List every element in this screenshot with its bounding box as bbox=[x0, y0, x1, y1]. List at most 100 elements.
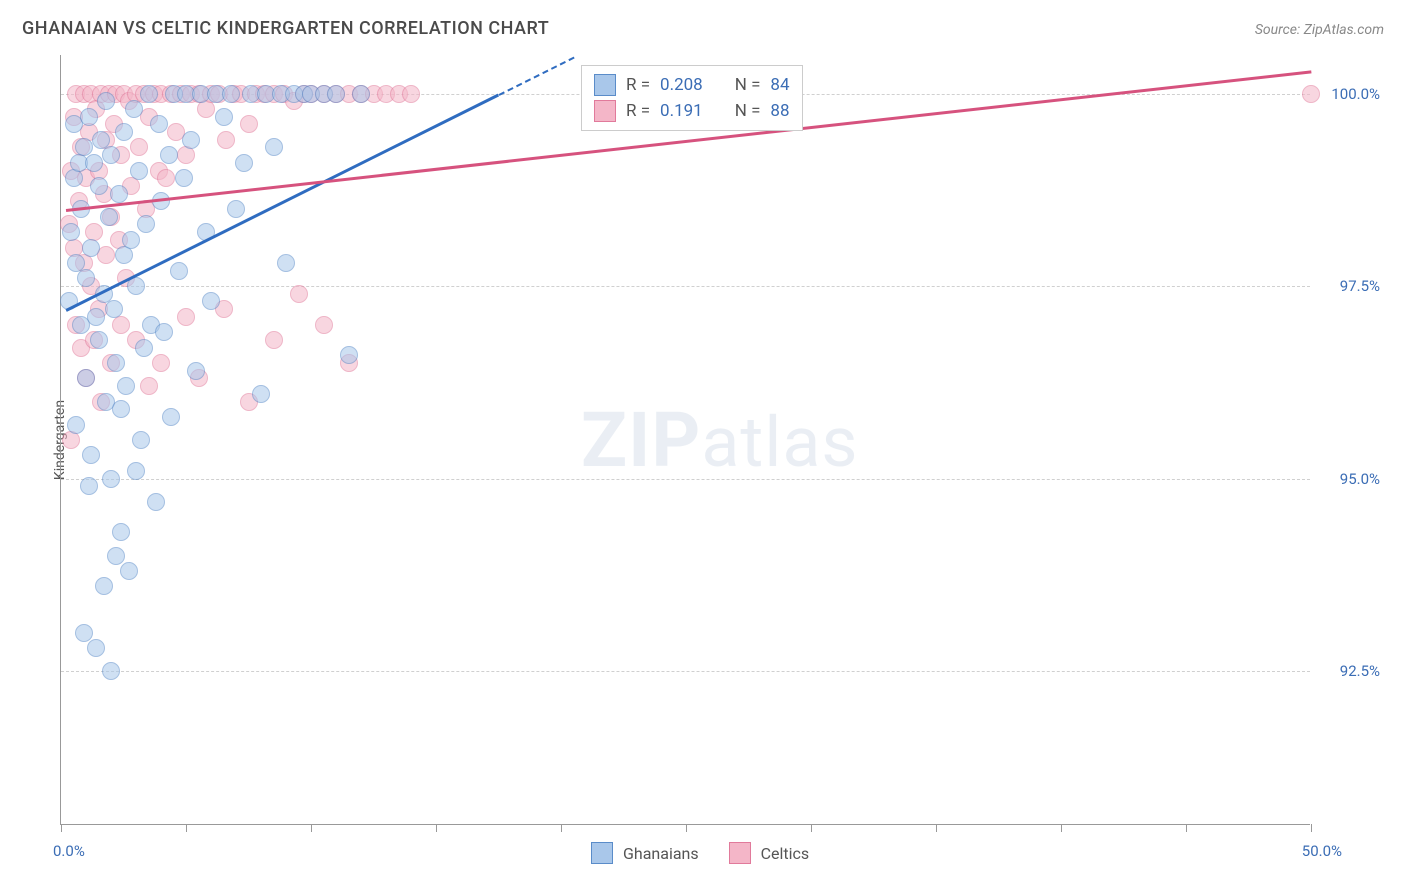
data-point bbox=[217, 131, 235, 149]
data-point bbox=[290, 285, 308, 303]
data-point bbox=[105, 300, 123, 318]
legend-r-label: R = bbox=[626, 101, 650, 121]
plot-region: ZIPatlas 92.5%95.0%97.5%100.0%0.0%50.0%R… bbox=[60, 55, 1310, 825]
stats-legend-row: R = 0.208 N = 84 bbox=[594, 72, 790, 98]
data-point bbox=[75, 624, 93, 642]
x-tick bbox=[1061, 824, 1062, 832]
data-point bbox=[182, 131, 200, 149]
data-point bbox=[87, 639, 105, 657]
gridline-h bbox=[61, 286, 1310, 287]
data-point bbox=[155, 323, 173, 341]
data-point bbox=[130, 138, 148, 156]
legend-swatch bbox=[729, 842, 751, 864]
chart-title: GHANAIAN VS CELTIC KINDERGARTEN CORRELAT… bbox=[22, 18, 549, 39]
legend-n-label: N = bbox=[735, 101, 761, 121]
y-tick-label: 95.0% bbox=[1340, 470, 1380, 488]
data-point bbox=[82, 446, 100, 464]
data-point bbox=[197, 100, 215, 118]
data-point bbox=[277, 254, 295, 272]
x-tick bbox=[811, 824, 812, 832]
legend-r-value: 0.208 bbox=[660, 75, 703, 95]
x-tick bbox=[936, 824, 937, 832]
data-point bbox=[127, 462, 145, 480]
legend-r-label: R = bbox=[626, 75, 650, 95]
y-tick-label: 92.5% bbox=[1340, 662, 1380, 680]
data-point bbox=[140, 85, 158, 103]
watermark: ZIPatlas bbox=[581, 395, 859, 485]
data-point bbox=[177, 308, 195, 326]
data-point bbox=[315, 316, 333, 334]
x-max-label: 50.0% bbox=[1302, 842, 1342, 860]
legend-r-value: 0.191 bbox=[660, 101, 703, 121]
chart-area: Kindergarten ZIPatlas 92.5%95.0%97.5%100… bbox=[60, 55, 1380, 825]
legend-n-label: N = bbox=[735, 75, 761, 95]
chart-source: Source: ZipAtlas.com bbox=[1255, 22, 1384, 38]
data-point bbox=[132, 431, 150, 449]
data-point bbox=[402, 85, 420, 103]
gridline-h bbox=[61, 479, 1310, 480]
data-point bbox=[227, 200, 245, 218]
data-point bbox=[125, 100, 143, 118]
data-point bbox=[62, 223, 80, 241]
data-point bbox=[67, 416, 85, 434]
legend-swatch bbox=[591, 842, 613, 864]
data-point bbox=[110, 185, 128, 203]
data-point bbox=[100, 208, 118, 226]
data-point bbox=[115, 123, 133, 141]
legend-swatch bbox=[594, 74, 616, 96]
data-point bbox=[95, 577, 113, 595]
data-point bbox=[177, 146, 195, 164]
x-min-label: 0.0% bbox=[53, 842, 85, 860]
stats-legend-row: R = 0.191N = 88 bbox=[594, 98, 790, 124]
data-point bbox=[102, 662, 120, 680]
series-legend-item: Ghanaians bbox=[591, 840, 699, 866]
data-point bbox=[352, 85, 370, 103]
data-point bbox=[265, 138, 283, 156]
series-legend: Ghanaians Celtics bbox=[591, 840, 809, 866]
data-point bbox=[112, 523, 130, 541]
y-tick-label: 97.5% bbox=[1340, 277, 1380, 295]
data-point bbox=[252, 385, 270, 403]
data-point bbox=[112, 316, 130, 334]
x-tick bbox=[1311, 824, 1312, 832]
data-point bbox=[170, 262, 188, 280]
data-point bbox=[90, 331, 108, 349]
data-point bbox=[215, 108, 233, 126]
x-tick bbox=[436, 824, 437, 832]
x-tick bbox=[61, 824, 62, 832]
data-point bbox=[160, 146, 178, 164]
data-point bbox=[147, 493, 165, 511]
legend-n-value: 84 bbox=[770, 75, 789, 95]
data-point bbox=[107, 547, 125, 565]
data-point bbox=[77, 369, 95, 387]
data-point bbox=[77, 269, 95, 287]
data-point bbox=[327, 85, 345, 103]
data-point bbox=[265, 331, 283, 349]
data-point bbox=[130, 162, 148, 180]
data-point bbox=[65, 169, 83, 187]
data-point bbox=[117, 377, 135, 395]
data-point bbox=[115, 246, 133, 264]
data-point bbox=[87, 308, 105, 326]
stats-legend: R = 0.208N = 84R = 0.191N = 88 bbox=[581, 65, 803, 131]
data-point bbox=[80, 108, 98, 126]
series-legend-item: Celtics bbox=[729, 840, 810, 866]
data-point bbox=[157, 169, 175, 187]
x-tick bbox=[186, 824, 187, 832]
x-tick bbox=[1186, 824, 1187, 832]
data-point bbox=[82, 239, 100, 257]
data-point bbox=[152, 354, 170, 372]
data-point bbox=[187, 362, 205, 380]
data-point bbox=[140, 377, 158, 395]
data-point bbox=[62, 431, 80, 449]
chart-header: GHANAIAN VS CELTIC KINDERGARTEN CORRELAT… bbox=[0, 0, 1406, 47]
data-point bbox=[102, 146, 120, 164]
data-point bbox=[107, 354, 125, 372]
data-point bbox=[222, 85, 240, 103]
y-tick-label: 100.0% bbox=[1331, 85, 1380, 103]
data-point bbox=[340, 346, 358, 364]
data-point bbox=[85, 154, 103, 172]
data-point bbox=[120, 562, 138, 580]
data-point bbox=[235, 154, 253, 172]
data-point bbox=[80, 477, 98, 495]
